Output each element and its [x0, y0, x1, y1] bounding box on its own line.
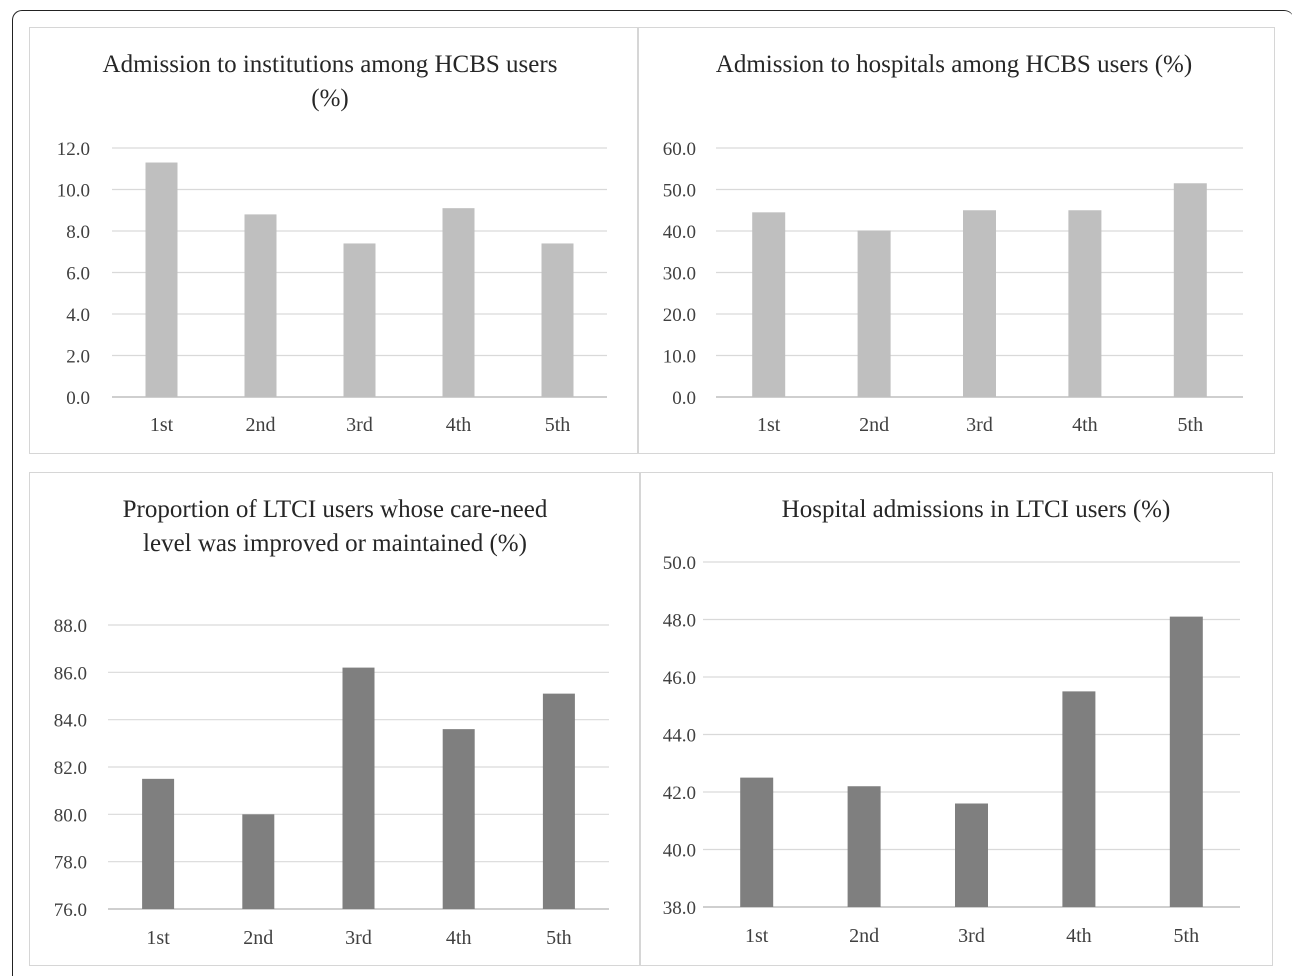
x-category-label: 1st [745, 925, 769, 947]
y-tick-label: 44.0 [663, 726, 696, 747]
x-category-label: 1st [757, 414, 781, 436]
bar [847, 786, 881, 907]
figure-frame [12, 10, 1292, 976]
y-tick-label: 88.0 [54, 616, 87, 637]
x-category-label: 3rd [958, 925, 985, 947]
x-category-label: 4th [1066, 925, 1092, 947]
y-tick-label: 40.0 [663, 222, 696, 243]
x-category-label: 1st [146, 927, 170, 949]
y-tick-label: 46.0 [663, 668, 696, 689]
bar [857, 230, 891, 397]
y-tick-label: 30.0 [663, 264, 696, 285]
bar [740, 777, 774, 907]
bar [343, 243, 376, 397]
x-category-label: 4th [1072, 414, 1098, 436]
chart-plot: 0.0 10.0 20.0 30.0 40.0 50.0 60.0 1st 2nd 3rd 4th 5… [663, 139, 1243, 436]
bar [242, 814, 275, 909]
y-tick-label: 10.0 [663, 347, 696, 368]
y-tick-label: 0.0 [672, 388, 696, 409]
chart-plot: 38.0 40.0 42.0 44.0 46.0 48.0 50.0 1st 2nd 3rd 4th… [663, 553, 1240, 947]
y-tick-label: 0.0 [66, 388, 90, 409]
x-category-label: 2nd [859, 414, 889, 436]
bar [442, 729, 475, 909]
y-tick-label: 48.0 [663, 611, 696, 632]
chart-panel-care-need: 76.0 78.0 80.0 82.0 84.0 86.0 88.0 1st 2nd 3rd 4th… [29, 472, 640, 966]
x-category-label: 2nd [246, 414, 276, 436]
bar [142, 778, 175, 909]
bar [963, 210, 996, 397]
y-tick-label: 12.0 [57, 139, 90, 160]
chart-title: Admission to hospitals among HCBS users … [715, 51, 1193, 78]
bar [1062, 691, 1096, 907]
bar [1173, 183, 1207, 397]
y-tick-label: 82.0 [54, 758, 87, 779]
chart-plot: 76.0 78.0 80.0 82.0 84.0 86.0 88.0 1st 2nd 3rd 4th… [54, 616, 609, 949]
x-category-label: 4th [446, 927, 472, 949]
chart-title: Hospital admissions in LTCI users (%) [781, 496, 1171, 523]
chart-plot: 0.0 2.0 4.0 6.0 8.0 10.0 12.0 1st 2nd 3rd 4th 5th [57, 139, 607, 436]
bar [442, 208, 475, 397]
y-tick-label: 84.0 [54, 711, 87, 732]
bar [244, 214, 277, 397]
y-tick-label: 50.0 [663, 553, 696, 574]
bar [1068, 210, 1102, 397]
x-category-label: 5th [546, 927, 572, 949]
chart-panel-hospital-ltci: 38.0 40.0 42.0 44.0 46.0 48.0 50.0 1st 2nd 3rd 4th… [640, 472, 1273, 966]
x-category-label: 5th [545, 414, 571, 436]
y-tick-label: 80.0 [54, 805, 87, 826]
x-category-label: 3rd [346, 414, 373, 436]
y-tick-label: 6.0 [66, 264, 90, 285]
y-tick-label: 60.0 [663, 139, 696, 160]
chart-title: Proportion of LTCI users whose care-need… [122, 496, 548, 557]
x-category-label: 1st [150, 414, 174, 436]
bar [1169, 616, 1203, 907]
bar [542, 693, 575, 909]
x-category-label: 3rd [345, 927, 372, 949]
y-tick-label: 10.0 [57, 181, 90, 202]
y-tick-label: 76.0 [54, 900, 87, 921]
x-category-label: 5th [1178, 414, 1204, 436]
bar [541, 243, 574, 397]
y-tick-label: 38.0 [663, 898, 696, 919]
bar [752, 212, 786, 397]
x-category-label: 3rd [966, 414, 993, 436]
x-category-label: 5th [1174, 925, 1200, 947]
chart-title: Admission to institutions among HCBS use… [102, 51, 558, 112]
y-tick-label: 40.0 [663, 841, 696, 862]
x-category-label: 4th [446, 414, 472, 436]
bar [342, 667, 375, 909]
y-tick-label: 2.0 [66, 347, 90, 368]
y-tick-label: 78.0 [54, 853, 87, 874]
y-tick-label: 20.0 [663, 305, 696, 326]
y-tick-label: 86.0 [54, 663, 87, 684]
x-category-label: 2nd [243, 927, 273, 949]
y-tick-label: 8.0 [66, 222, 90, 243]
y-tick-label: 42.0 [663, 783, 696, 804]
x-category-label: 2nd [849, 925, 879, 947]
chart-panel-institutions: 0.0 2.0 4.0 6.0 8.0 10.0 12.0 1st 2nd 3rd 4th 5th Ad… [29, 27, 638, 454]
y-tick-label: 4.0 [66, 305, 90, 326]
bar [145, 162, 178, 397]
chart-panel-hospitals-hcbs: 0.0 10.0 20.0 30.0 40.0 50.0 60.0 1st 2nd 3rd 4th 5… [638, 27, 1275, 454]
bar [955, 803, 988, 907]
y-tick-label: 50.0 [663, 181, 696, 202]
